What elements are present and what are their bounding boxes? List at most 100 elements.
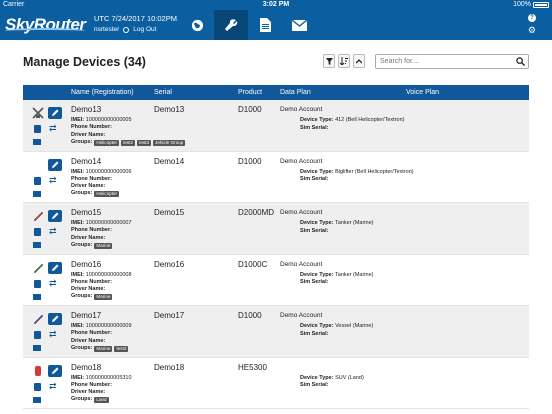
- table-row[interactable]: ⇄ Demo16 Demo16 D1000C Demo Account IMEI…: [23, 255, 529, 306]
- battery-icon: [533, 2, 549, 8]
- col-product[interactable]: Product: [238, 89, 263, 96]
- imei-label: IMEI:: [71, 374, 85, 381]
- nav-documents[interactable]: [248, 10, 282, 40]
- device-type-info: Device Type: Biglifter (Bell Helicopter/…: [300, 169, 414, 184]
- group-tag: Marine: [94, 345, 113, 352]
- col-data-plan[interactable]: Data Plan: [280, 89, 311, 96]
- device-serial: Demo17: [154, 311, 185, 320]
- nav-messages[interactable]: [282, 10, 316, 40]
- logout-link[interactable]: Log Out: [133, 26, 157, 33]
- driver-label: Driver Name:: [71, 286, 106, 293]
- swap-icon[interactable]: ⇄: [49, 277, 57, 288]
- device-name[interactable]: Demo17: [71, 311, 102, 320]
- sort-button[interactable]: [338, 54, 350, 68]
- pencil-icon: [52, 109, 59, 116]
- device-type-value: 412 (Bell Helicopter/Textron): [335, 117, 405, 123]
- mail-icon[interactable]: [33, 293, 41, 300]
- document-icon[interactable]: [34, 331, 41, 339]
- edit-button[interactable]: [48, 107, 62, 119]
- sim-label: Sim Serial:: [300, 279, 329, 285]
- device-name[interactable]: Demo15: [71, 208, 102, 217]
- phone-label: Phone Number:: [71, 330, 112, 337]
- device-type-info: Device Type: 412 (Bell Helicopter/Textro…: [300, 117, 404, 132]
- group-tag: Helicopter: [94, 139, 120, 146]
- app-header: SkyRouter UTC 7/24/2017 10:02PM nsrteste…: [0, 10, 552, 40]
- mail-icon[interactable]: [33, 242, 41, 248]
- table-row[interactable]: ⇄ Demo18 Demo18 HE5300 IMEI: 10000000000…: [23, 358, 529, 409]
- document-icon[interactable]: [34, 125, 41, 133]
- edit-button[interactable]: [48, 261, 62, 274]
- imei-value: 100000000000008: [85, 271, 132, 278]
- document-icon[interactable]: [34, 279, 41, 288]
- device-name[interactable]: Demo16: [71, 259, 102, 269]
- search-icon[interactable]: [516, 57, 525, 66]
- device-serial: Demo15: [154, 208, 185, 217]
- swap-icon[interactable]: ⇄: [49, 226, 57, 236]
- device-name[interactable]: Demo14: [71, 156, 102, 166]
- imei-value: 100000000000007: [85, 220, 132, 226]
- filter-button[interactable]: [323, 54, 335, 68]
- device-name[interactable]: Demo18: [71, 362, 102, 372]
- pencil-icon: [52, 315, 59, 322]
- gear-icon[interactable]: ⚙: [527, 25, 536, 35]
- help-icon[interactable]: ?: [527, 14, 536, 22]
- imei-value: 100000000000006: [85, 168, 132, 175]
- device-details: IMEI: 100000000000007 Phone Number: Driv…: [71, 220, 132, 249]
- boat-icon: [33, 314, 44, 325]
- battery-percent: 100%: [513, 1, 531, 8]
- table-tools: [323, 54, 365, 68]
- device-name[interactable]: Demo13: [71, 105, 102, 114]
- table-row[interactable]: ⇄ Demo14 Demo14 D1000 Demo Account IMEI:…: [23, 152, 529, 203]
- swap-icon[interactable]: ⇄: [49, 329, 57, 339]
- mail-icon[interactable]: [33, 345, 41, 351]
- session-info: UTC 7/24/2017 10:02PM nsrtester Log Out: [94, 13, 177, 35]
- swap-icon[interactable]: ⇄: [49, 174, 57, 185]
- status-bar: Carrier 3:02 PM 100%: [0, 0, 552, 10]
- swap-icon[interactable]: ⇄: [49, 123, 57, 133]
- imei-value: 100000000000005: [85, 117, 132, 123]
- driver-label: Driver Name:: [71, 389, 106, 396]
- document-icon[interactable]: [34, 176, 41, 185]
- edit-button[interactable]: [48, 158, 62, 171]
- col-voice-plan[interactable]: Voice Plan: [406, 89, 440, 96]
- col-serial[interactable]: Serial: [154, 89, 172, 96]
- sort-direction-button[interactable]: [353, 54, 365, 68]
- table-row[interactable]: ⇄ Demo13 Demo13 D1000 Demo Account IMEI:…: [23, 100, 529, 152]
- chevron-up-icon: [356, 58, 362, 63]
- table-row[interactable]: ⇄ Demo15 Demo15 D2000MD Demo Account IME…: [23, 203, 529, 255]
- device-type-info: Device Type: Tanker (Marine) Sim Serial:: [300, 272, 373, 287]
- groups-label: Groups:: [71, 190, 93, 197]
- app-logo[interactable]: SkyRouter: [5, 15, 86, 35]
- mail-icon[interactable]: [33, 139, 41, 145]
- nav-globe[interactable]: [180, 10, 214, 40]
- logout-icon[interactable]: [123, 26, 130, 33]
- device-type-label: Device Type:: [300, 220, 334, 226]
- pencil-icon: [52, 264, 59, 271]
- table-row[interactable]: ⇄ Demo17 Demo17 D1000 Demo Account IMEI:…: [23, 306, 529, 358]
- data-plan: Demo Account: [280, 106, 323, 113]
- edit-button[interactable]: [48, 364, 62, 377]
- device-product: D2000MD: [238, 208, 275, 217]
- imei-value: 100000000005310: [85, 374, 132, 381]
- group-tag: test3: [137, 139, 152, 146]
- search-input[interactable]: Search for....: [375, 54, 529, 69]
- imei-label: IMEI:: [71, 323, 85, 329]
- data-plan: Demo Account: [280, 209, 323, 216]
- battery-indicator: 100%: [513, 0, 549, 10]
- nav-wrench[interactable]: [214, 10, 248, 40]
- group-tag: Marine: [94, 294, 113, 301]
- swap-icon[interactable]: ⇄: [49, 380, 57, 391]
- pencil-icon: [52, 212, 59, 219]
- device-type-label: Device Type:: [300, 271, 334, 278]
- sort-icon: [340, 57, 348, 65]
- wrench-icon: [225, 19, 238, 31]
- mail-icon[interactable]: [33, 396, 41, 403]
- device-type-info: Device Type: SUV (Land) Sim Serial:: [300, 375, 364, 390]
- group-tag: test2: [121, 139, 136, 146]
- mail-icon[interactable]: [33, 190, 41, 197]
- document-icon[interactable]: [34, 382, 41, 391]
- edit-button[interactable]: [48, 313, 62, 325]
- edit-button[interactable]: [48, 210, 62, 222]
- document-icon[interactable]: [34, 228, 41, 236]
- col-name[interactable]: Name (Registration): [71, 89, 134, 96]
